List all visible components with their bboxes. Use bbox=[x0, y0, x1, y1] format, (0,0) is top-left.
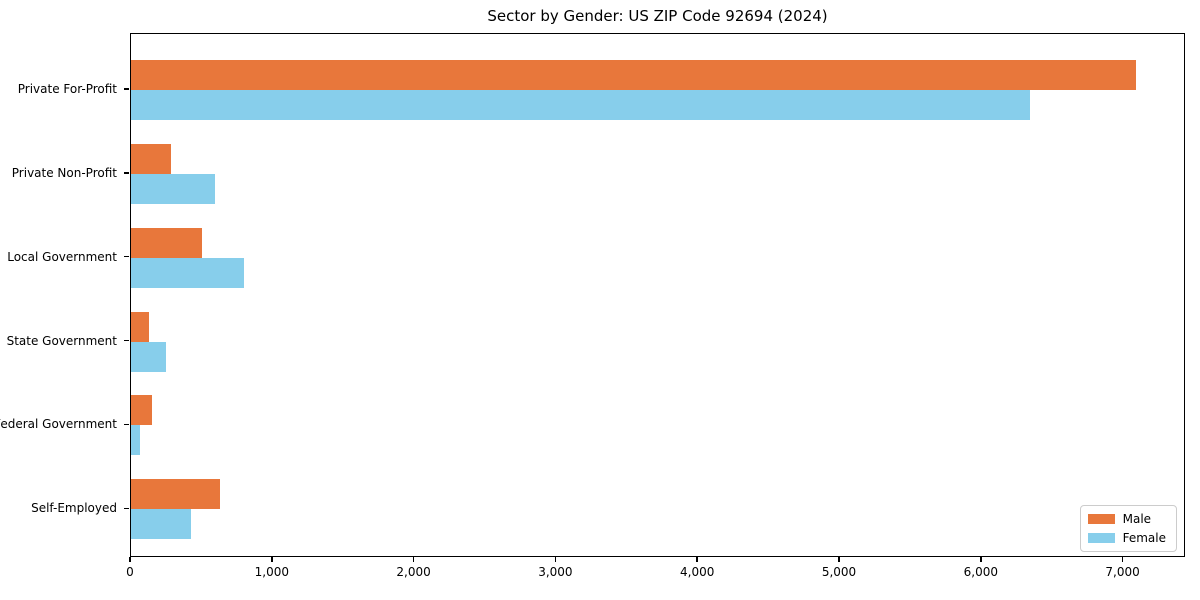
legend-item-male: Male bbox=[1087, 512, 1166, 526]
legend-label-male: Male bbox=[1122, 512, 1152, 526]
xtick-label: 3,000 bbox=[538, 565, 573, 579]
bar-male-state-government bbox=[131, 311, 150, 342]
bar-male-private-for-profit bbox=[131, 60, 1137, 90]
bar-male-federal-government bbox=[131, 395, 153, 426]
ytick-label: Federal Government bbox=[0, 417, 117, 432]
xtick-mark bbox=[412, 557, 415, 562]
xtick-mark bbox=[129, 557, 131, 562]
bar-female-private-non-profit bbox=[131, 173, 215, 204]
xtick-mark bbox=[271, 557, 273, 562]
xtick-label: 0 bbox=[126, 565, 134, 579]
female-color-swatch bbox=[1087, 533, 1115, 543]
xtick-mark bbox=[1121, 557, 1124, 562]
ytick-label: State Government bbox=[6, 333, 117, 348]
bar-female-local-government bbox=[131, 257, 245, 288]
male-color-swatch bbox=[1087, 514, 1115, 524]
xtick-label: 5,000 bbox=[821, 565, 857, 579]
ytick-mark bbox=[124, 339, 129, 342]
xtick-label: 6,000 bbox=[963, 565, 998, 579]
ytick-label: Private For-Profit bbox=[17, 82, 117, 96]
bar-female-private-for-profit bbox=[131, 90, 1031, 120]
legend-item-female: Female bbox=[1087, 531, 1166, 545]
xtick-label: 7,000 bbox=[1105, 565, 1140, 579]
ytick-mark bbox=[124, 507, 129, 510]
ytick-mark bbox=[124, 423, 129, 426]
ytick-mark bbox=[124, 172, 129, 174]
xtick-mark bbox=[838, 557, 840, 562]
xtick-label: 4,000 bbox=[680, 565, 715, 579]
bar-male-local-government bbox=[131, 227, 202, 258]
ytick-label: Local Government bbox=[7, 249, 117, 264]
legend: Male Female bbox=[1079, 505, 1177, 552]
xtick-label: 1,000 bbox=[254, 565, 289, 579]
bar-male-private-non-profit bbox=[131, 143, 171, 174]
xtick-label: 2,000 bbox=[396, 565, 431, 579]
xtick-mark bbox=[980, 557, 982, 562]
xtick-mark bbox=[554, 557, 557, 562]
ytick-mark bbox=[124, 88, 129, 90]
bar-female-state-government bbox=[131, 341, 167, 372]
bar-male-self-employed bbox=[131, 479, 221, 510]
legend-label-female: Female bbox=[1122, 531, 1166, 545]
bar-female-federal-government bbox=[131, 425, 140, 456]
xtick-mark bbox=[696, 557, 698, 562]
ytick-mark bbox=[124, 255, 129, 258]
plot-area: Male Female bbox=[130, 33, 1185, 557]
ytick-label: Self-Employed bbox=[31, 501, 117, 516]
chart-title: Sector by Gender: US ZIP Code 92694 (202… bbox=[487, 7, 828, 25]
bar-female-self-employed bbox=[131, 509, 191, 540]
ytick-label: Private Non-Profit bbox=[11, 165, 117, 180]
